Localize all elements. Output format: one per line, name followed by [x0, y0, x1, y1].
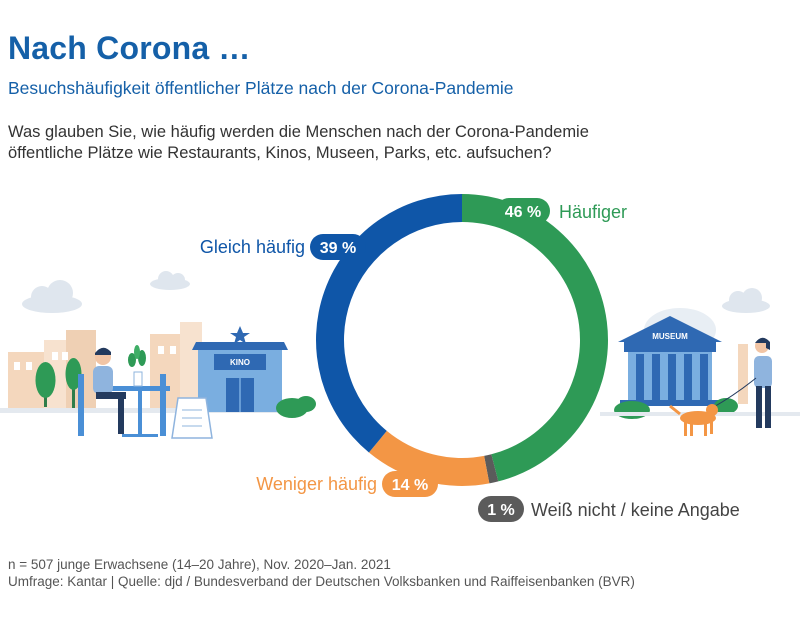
kino-building: KINO	[192, 326, 288, 412]
donut-slice-weiß-nicht-keine-angabe	[484, 454, 499, 484]
slice-label-weniger-haeufig: Weniger häufig 14 %	[256, 471, 438, 497]
left-illustration: KINO	[0, 271, 316, 439]
footnote-sample: n = 507 junge Erwachsene (14–20 Jahre), …	[8, 557, 391, 572]
bush-icon	[276, 396, 316, 418]
cloud-icon	[22, 271, 190, 313]
label-haeufiger: Häufiger	[559, 202, 627, 222]
museum-sign: MUSEUM	[652, 332, 688, 341]
value-gleich-haeufig: 39 %	[320, 240, 356, 257]
cafe-scene	[78, 345, 213, 439]
value-pill-haeufiger	[496, 198, 550, 224]
survey-question: Was glauben Sie, wie häufig werden die M…	[8, 122, 589, 164]
value-pill-weniger-haeufig	[382, 471, 438, 497]
museum-building: MUSEUM	[618, 316, 722, 406]
donut-slice-weniger-häufig	[368, 430, 490, 486]
question-line-2: öffentliche Plätze wie Restaurants, Kino…	[8, 144, 552, 162]
page-title: Nach Corona …	[8, 30, 251, 66]
ground-line	[0, 408, 290, 413]
dog-icon	[669, 404, 718, 436]
star-icon	[230, 326, 250, 344]
value-pill-weiss-nicht	[478, 496, 524, 522]
label-weiss-nicht: Weiß nicht / keine Angabe	[531, 500, 740, 520]
value-pill-gleich-haeufig	[310, 234, 366, 260]
value-weniger-haeufig: 14 %	[392, 477, 428, 494]
slice-label-haeufiger: 46 % Häufiger	[496, 198, 627, 224]
footnote: n = 507 junge Erwachsene (14–20 Jahre), …	[8, 556, 635, 590]
cloud-icon	[722, 288, 770, 313]
label-gleich-haeufig: Gleich häufig	[200, 237, 305, 257]
plant-icon	[128, 345, 146, 387]
donut-slice-gleich-häufig	[316, 194, 462, 453]
slice-label-weiss-nicht: 1 % Weiß nicht / keine Angabe	[478, 496, 740, 522]
slice-label-gleich-haeufig: Gleich häufig 39 %	[200, 234, 366, 260]
person-icon	[93, 347, 126, 434]
person-icon	[754, 337, 772, 428]
value-weiss-nicht: 1 %	[487, 502, 515, 519]
kino-sign: KINO	[230, 358, 250, 367]
page-subtitle: Besuchshäufigkeit öffentlicher Plätze na…	[8, 78, 514, 98]
footnote-source: Umfrage: Kantar | Quelle: djd / Bundesve…	[8, 574, 635, 589]
question-line-1: Was glauben Sie, wie häufig werden die M…	[8, 123, 589, 141]
menu-board-icon	[171, 397, 213, 439]
tree-icon	[35, 358, 82, 408]
donut-slice-häufiger	[462, 194, 609, 482]
label-weniger-haeufig: Weniger häufig	[256, 474, 377, 494]
right-illustration: MUSEUM	[600, 288, 800, 436]
value-haeufiger: 46 %	[505, 204, 541, 221]
